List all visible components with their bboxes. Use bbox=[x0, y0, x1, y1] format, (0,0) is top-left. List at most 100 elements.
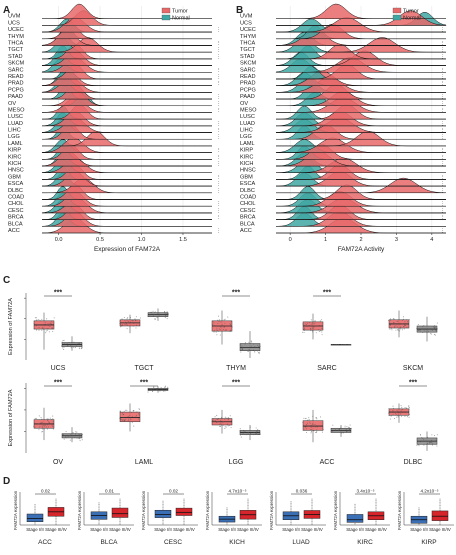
data-point bbox=[119, 417, 121, 419]
significance-marker: ⋮ bbox=[440, 128, 446, 134]
data-point bbox=[304, 328, 306, 330]
data-point bbox=[214, 324, 216, 327]
category-label: SARC bbox=[240, 67, 256, 73]
stage-label: Stage III/IV bbox=[237, 527, 259, 532]
data-point bbox=[417, 329, 419, 331]
data-point bbox=[388, 410, 390, 412]
significance-marker: ⋮ bbox=[440, 48, 446, 54]
density-tumor-laml bbox=[275, 131, 447, 147]
category-label: UCEC bbox=[8, 27, 24, 33]
data-point bbox=[349, 430, 351, 432]
data-point bbox=[312, 321, 314, 323]
data-point bbox=[225, 328, 227, 330]
data-point bbox=[76, 431, 78, 433]
data-point bbox=[419, 329, 422, 331]
data-point bbox=[75, 433, 77, 435]
density-tumor-laml bbox=[41, 130, 213, 147]
significance-marker: ⋮ bbox=[216, 95, 222, 101]
data-point bbox=[308, 418, 310, 421]
data-point bbox=[399, 326, 401, 328]
category-label: LAML bbox=[8, 141, 23, 147]
box-normal-thym bbox=[239, 343, 261, 351]
data-point bbox=[33, 425, 35, 427]
data-point bbox=[321, 431, 323, 433]
data-point bbox=[396, 320, 398, 323]
data-point bbox=[77, 437, 79, 439]
data-point bbox=[396, 409, 398, 411]
data-point bbox=[423, 324, 425, 327]
density-tumor-ucec bbox=[41, 17, 213, 33]
data-point bbox=[133, 410, 135, 412]
data-point bbox=[125, 409, 127, 411]
data-point bbox=[342, 432, 344, 434]
legend-label: Normal bbox=[403, 16, 421, 22]
data-point bbox=[164, 387, 166, 389]
data-point bbox=[348, 429, 350, 431]
data-point bbox=[225, 426, 227, 428]
data-point bbox=[220, 422, 222, 424]
data-point bbox=[312, 328, 314, 330]
data-point bbox=[45, 321, 47, 323]
data-point bbox=[33, 328, 35, 330]
data-point bbox=[46, 418, 48, 420]
significance-stars: *** bbox=[232, 380, 240, 387]
data-point bbox=[257, 433, 259, 435]
data-point bbox=[126, 409, 128, 411]
data-point bbox=[241, 347, 243, 349]
data-point bbox=[45, 424, 47, 426]
data-point bbox=[408, 319, 410, 321]
data-point bbox=[223, 329, 225, 331]
data-point bbox=[348, 428, 351, 430]
data-point bbox=[161, 389, 163, 391]
data-point bbox=[70, 344, 72, 346]
data-point bbox=[307, 419, 309, 421]
x-tick-label: 2 bbox=[359, 237, 362, 243]
significance-marker: ⋮ bbox=[216, 135, 222, 141]
data-point bbox=[306, 325, 308, 327]
data-point bbox=[123, 317, 125, 319]
data-point bbox=[406, 416, 408, 418]
data-point bbox=[78, 438, 80, 440]
data-point bbox=[249, 426, 251, 428]
data-point bbox=[316, 426, 319, 428]
category-label: SARC bbox=[8, 67, 24, 73]
data-point bbox=[219, 423, 221, 425]
data-point bbox=[150, 389, 152, 391]
data-point bbox=[239, 434, 242, 436]
data-point bbox=[433, 326, 435, 328]
data-point bbox=[396, 416, 398, 418]
data-point bbox=[81, 346, 83, 348]
data-point bbox=[408, 405, 410, 407]
stage-label: Stage III/IV bbox=[301, 527, 323, 532]
data-point bbox=[310, 323, 312, 325]
data-point bbox=[408, 416, 410, 418]
data-point bbox=[119, 410, 122, 412]
x-tick-label: 4 bbox=[430, 237, 433, 243]
data-point bbox=[306, 422, 308, 424]
data-point bbox=[433, 325, 436, 327]
data-point bbox=[305, 428, 308, 430]
density-tumor-cesc bbox=[275, 197, 447, 214]
data-point bbox=[229, 324, 231, 326]
data-point bbox=[41, 425, 43, 427]
category-label: BLCA bbox=[101, 539, 119, 546]
data-point bbox=[151, 312, 153, 314]
data-point bbox=[321, 327, 323, 329]
data-point bbox=[36, 319, 38, 321]
data-point bbox=[390, 326, 392, 328]
density-tumor-coad bbox=[275, 184, 447, 200]
data-point bbox=[70, 434, 72, 436]
data-point bbox=[41, 418, 43, 420]
data-point bbox=[219, 334, 221, 336]
data-point bbox=[390, 411, 392, 413]
data-point bbox=[312, 415, 314, 417]
data-point bbox=[426, 443, 428, 445]
significance-marker: ⋮ bbox=[440, 121, 446, 127]
x-tick-label: 1.0 bbox=[138, 237, 146, 243]
data-point bbox=[131, 319, 133, 321]
data-point bbox=[129, 415, 131, 417]
data-point bbox=[400, 415, 403, 417]
data-point bbox=[72, 432, 74, 434]
stage-label: Stage I/II bbox=[218, 527, 236, 532]
data-point bbox=[216, 327, 218, 329]
